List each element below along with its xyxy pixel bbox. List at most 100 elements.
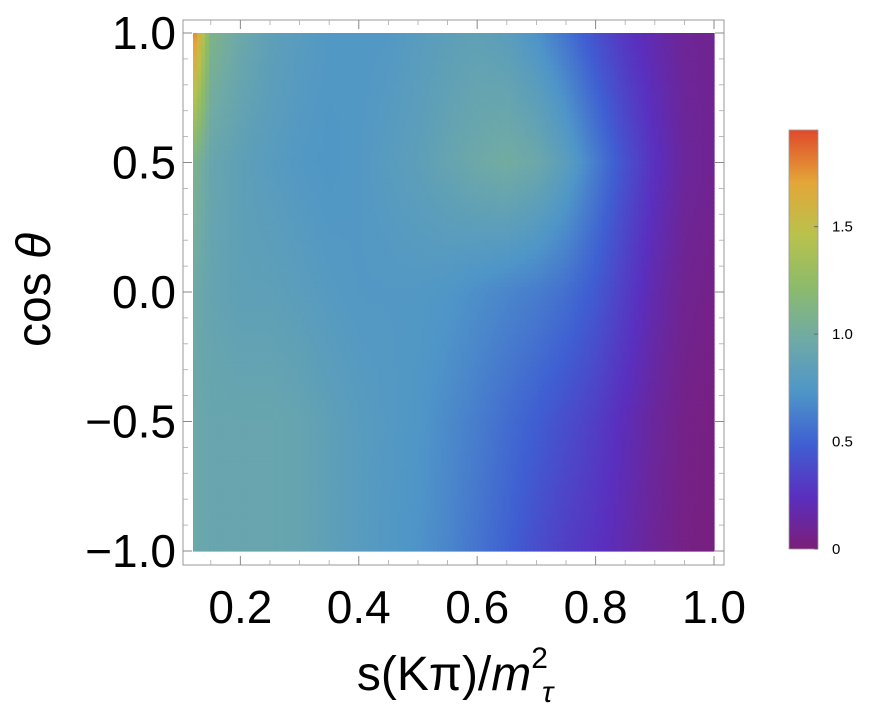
heatmap-cell <box>325 339 330 345</box>
heatmap-cell <box>205 541 210 547</box>
heatmap-cell <box>345 405 350 411</box>
heatmap-cell <box>341 513 346 519</box>
heatmap-cell <box>213 174 218 180</box>
heatmap-cell <box>305 452 310 458</box>
heatmap-cell <box>337 414 342 420</box>
heatmap-cell <box>213 423 218 430</box>
heatmap-cell <box>221 61 226 67</box>
heatmap-cell <box>353 494 358 500</box>
heatmap-cell <box>233 423 238 430</box>
heatmap-cell <box>341 301 346 307</box>
heatmap-cell <box>269 339 274 345</box>
heatmap-cell <box>309 230 314 237</box>
heatmap-cell <box>361 127 366 133</box>
heatmap-cell <box>353 315 358 321</box>
heatmap-cell <box>325 169 330 175</box>
heatmap-cell <box>361 287 366 293</box>
heatmap-cell <box>309 343 314 350</box>
heatmap-cell <box>365 65 370 72</box>
heatmap-cell <box>341 127 346 133</box>
heatmap-cell <box>333 372 338 378</box>
heatmap-cell <box>245 230 250 237</box>
heatmap-cell <box>237 202 242 208</box>
heatmap-cell <box>353 122 358 128</box>
heatmap-cell <box>221 315 226 321</box>
heatmap-cell <box>293 419 298 425</box>
heatmap-cell <box>305 306 310 312</box>
heatmap-cell <box>229 164 234 171</box>
heatmap-cell <box>333 84 338 91</box>
heatmap-cell <box>193 503 198 510</box>
heatmap-cell <box>357 405 362 411</box>
heatmap-cell <box>349 522 354 529</box>
heatmap-cell <box>313 386 318 392</box>
heatmap-cell <box>233 381 238 387</box>
heatmap-cell <box>349 216 354 222</box>
heatmap-cell <box>333 244 338 251</box>
heatmap-cell <box>369 268 374 274</box>
heatmap-cell <box>353 202 358 208</box>
heatmap-cell <box>257 117 262 124</box>
heatmap-cell <box>237 527 242 533</box>
heatmap-cell <box>361 61 366 67</box>
heatmap-cell <box>317 381 322 387</box>
heatmap-cell <box>333 42 338 48</box>
heatmap-cell <box>345 386 350 392</box>
heatmap-cell <box>241 296 246 303</box>
heatmap-cell <box>309 221 314 227</box>
heatmap-cell <box>233 518 238 524</box>
heatmap-cell <box>205 339 210 345</box>
heatmap-cell <box>225 94 230 100</box>
heatmap-cell <box>197 372 202 378</box>
heatmap-cell <box>353 310 358 317</box>
heatmap-cell <box>277 230 282 237</box>
heatmap-cell <box>293 33 298 39</box>
heatmap-cell <box>341 536 346 543</box>
heatmap-cell <box>241 287 246 293</box>
heatmap-cell <box>241 428 246 434</box>
heatmap-cell <box>301 339 306 345</box>
heatmap-cell <box>269 461 274 467</box>
heatmap-cell <box>241 193 246 199</box>
heatmap-cell <box>345 164 350 171</box>
heatmap-cell <box>229 372 234 378</box>
heatmap-cell <box>325 367 330 373</box>
heatmap-cell <box>337 169 342 175</box>
heatmap-cell <box>237 372 242 378</box>
heatmap-cell <box>209 113 214 119</box>
heatmap-cell <box>253 442 258 448</box>
heatmap-cell <box>317 386 322 392</box>
heatmap-cell <box>281 277 286 284</box>
heatmap-cell <box>325 503 330 510</box>
heatmap-cell <box>309 367 314 373</box>
heatmap-cell <box>257 433 262 439</box>
heatmap-cell <box>237 178 242 185</box>
heatmap-cell <box>313 532 318 538</box>
heatmap-cell <box>353 226 358 232</box>
heatmap-cell <box>285 423 290 430</box>
heatmap-cell <box>357 301 362 307</box>
heatmap-cell <box>337 61 342 67</box>
heatmap-cell <box>209 386 214 392</box>
heatmap-cell <box>289 122 294 128</box>
heatmap-cell <box>361 357 366 364</box>
heatmap-cell <box>329 395 334 401</box>
heatmap-cell <box>193 244 198 251</box>
heatmap-cell <box>217 348 222 354</box>
heatmap-cell <box>249 84 254 91</box>
heatmap-cell <box>297 485 302 491</box>
heatmap-cell <box>301 216 306 222</box>
heatmap-cell <box>285 372 290 378</box>
heatmap-cell <box>309 141 314 147</box>
heatmap-cell <box>349 433 354 439</box>
heatmap-cell <box>269 334 274 340</box>
heatmap-cell <box>217 61 222 67</box>
heatmap-cell <box>265 372 270 378</box>
heatmap-cell <box>321 546 326 552</box>
heatmap-cell <box>249 221 254 227</box>
heatmap-cell <box>277 480 282 486</box>
heatmap-cell <box>345 518 350 524</box>
heatmap-cell <box>261 240 266 246</box>
heatmap-cell <box>257 357 262 364</box>
heatmap-cell <box>361 70 366 76</box>
